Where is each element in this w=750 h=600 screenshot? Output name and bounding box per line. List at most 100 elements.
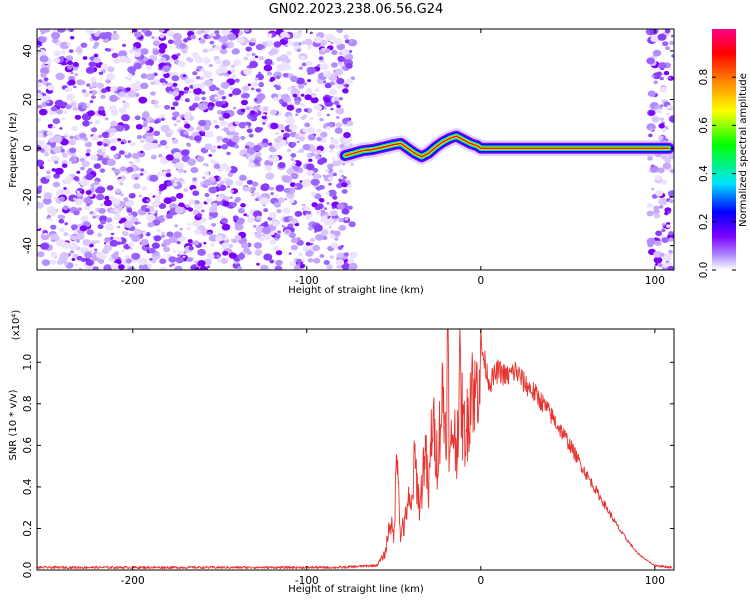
noise-speckle	[270, 155, 280, 163]
noise-speckle	[204, 193, 210, 197]
noise-speckle	[188, 199, 196, 205]
noise-speckle	[341, 208, 350, 215]
noise-speckle	[287, 86, 292, 91]
noise-speckle	[281, 175, 291, 183]
noise-speckle	[199, 217, 207, 223]
noise-speckle	[145, 59, 155, 67]
noise-speckle	[346, 120, 354, 127]
x-tick-label: -200	[121, 275, 145, 287]
noise-speckle	[312, 173, 321, 180]
noise-speckle	[232, 215, 239, 221]
noise-speckle	[101, 148, 107, 153]
noise-speckle	[283, 188, 291, 193]
noise-speckle	[251, 87, 255, 91]
noise-speckle	[237, 266, 242, 270]
noise-speckle	[117, 138, 122, 142]
noise-speckle	[311, 202, 318, 208]
noise-speckle	[661, 228, 666, 233]
noise-speckle	[84, 205, 91, 211]
noise-speckle	[652, 49, 662, 57]
noise-speckle	[109, 239, 119, 247]
noise-speckle	[230, 189, 234, 193]
noise-speckle	[85, 259, 94, 266]
noise-speckle	[190, 167, 199, 174]
noise-speckle	[67, 160, 72, 164]
noise-speckle	[245, 106, 251, 111]
noise-speckle	[153, 235, 162, 242]
noise-speckle	[224, 196, 230, 201]
noise-speckle	[83, 197, 92, 204]
noise-speckle	[261, 115, 267, 120]
noise-speckle	[111, 47, 115, 51]
noise-speckle	[306, 66, 316, 75]
noise-speckle	[168, 91, 173, 95]
noise-speckle	[653, 80, 658, 85]
noise-speckle	[188, 246, 194, 251]
noise-speckle	[341, 262, 351, 270]
noise-speckle	[64, 222, 68, 226]
noise-speckle	[262, 113, 266, 117]
noise-speckle	[221, 95, 227, 100]
noise-speckle	[163, 72, 170, 79]
noise-speckle	[250, 187, 256, 191]
noise-speckle	[274, 265, 283, 270]
noise-speckle	[72, 158, 77, 162]
noise-speckle	[260, 184, 270, 192]
noise-speckle	[69, 135, 74, 140]
noise-speckle	[39, 108, 48, 116]
noise-speckle	[93, 53, 99, 58]
noise-speckle	[219, 36, 229, 44]
noise-speckle	[234, 78, 240, 83]
noise-speckle	[214, 96, 219, 100]
noise-speckle	[114, 168, 121, 175]
noise-speckle	[67, 60, 73, 66]
noise-speckle	[231, 29, 240, 35]
noise-speckle	[172, 32, 182, 41]
noise-speckle	[244, 29, 250, 32]
noise-speckle	[109, 94, 119, 102]
noise-speckle	[81, 104, 88, 109]
noise-speckle	[239, 174, 247, 181]
noise-speckle	[187, 207, 194, 212]
noise-speckle	[73, 176, 80, 181]
noise-speckle	[246, 179, 254, 185]
noise-speckle	[668, 199, 674, 204]
noise-speckle	[78, 189, 83, 192]
noise-speckle	[653, 250, 663, 258]
noise-speckle	[138, 194, 142, 198]
noise-speckle	[140, 48, 149, 55]
noise-speckle	[243, 154, 247, 157]
noise-speckle	[126, 208, 133, 213]
noise-speckle	[73, 210, 80, 216]
noise-speckle	[41, 259, 51, 266]
noise-speckle	[171, 75, 180, 82]
noise-speckle	[120, 166, 127, 172]
noise-speckle	[43, 144, 52, 151]
noise-speckle	[333, 97, 339, 101]
noise-speckle	[264, 221, 268, 225]
noise-speckle	[143, 120, 149, 125]
noise-speckle	[290, 75, 298, 83]
noise-speckle	[72, 66, 79, 71]
noise-speckle	[310, 237, 315, 242]
noise-speckle	[220, 257, 229, 264]
noise-speckle	[123, 197, 129, 202]
noise-speckle	[243, 213, 247, 217]
noise-speckle	[102, 113, 106, 117]
noise-speckle	[663, 70, 670, 76]
noise-speckle	[87, 168, 93, 172]
noise-speckle	[298, 252, 304, 257]
noise-speckle	[655, 108, 662, 114]
noise-speckle	[316, 203, 324, 210]
noise-speckle	[306, 127, 315, 134]
noise-speckle	[84, 141, 92, 148]
noise-speckle	[140, 82, 149, 90]
noise-speckle	[256, 262, 260, 266]
snr-multiplier: (x10⁴)	[11, 310, 22, 341]
noise-speckle	[198, 119, 207, 127]
noise-speckle	[86, 102, 91, 107]
noise-speckle	[330, 136, 334, 140]
noise-speckle	[254, 55, 259, 59]
noise-speckle	[124, 255, 130, 260]
noise-speckle	[76, 232, 85, 240]
